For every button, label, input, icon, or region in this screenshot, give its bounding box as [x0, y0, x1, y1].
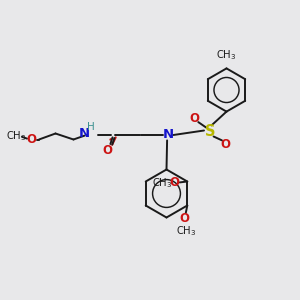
Text: O: O [26, 133, 37, 146]
Text: O: O [189, 112, 200, 125]
Text: CH$_3$: CH$_3$ [152, 176, 172, 190]
Text: CH$_3$: CH$_3$ [176, 224, 196, 238]
Text: O: O [170, 176, 180, 190]
Text: O: O [102, 144, 112, 157]
Text: N: N [162, 128, 174, 142]
Text: O: O [179, 212, 189, 225]
Text: H: H [87, 122, 94, 133]
Text: CH$_3$: CH$_3$ [6, 129, 26, 142]
Text: CH$_3$: CH$_3$ [216, 48, 237, 62]
Text: O: O [220, 137, 231, 151]
Text: S: S [205, 124, 215, 140]
Text: N: N [79, 127, 90, 140]
